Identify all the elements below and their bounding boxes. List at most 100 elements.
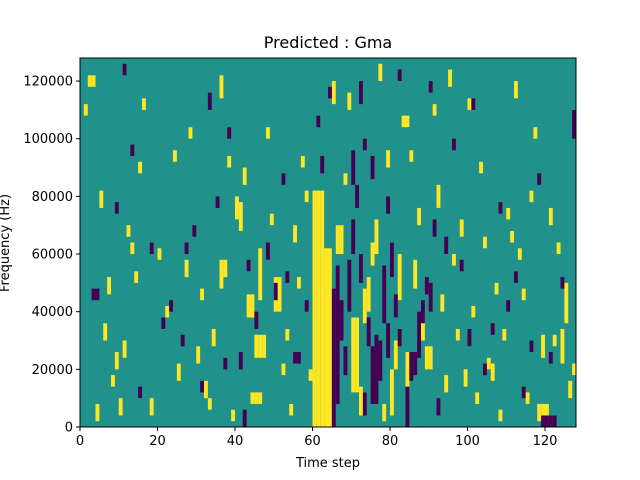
heatmap-cell-high <box>397 254 402 301</box>
heatmap-cell-low <box>459 259 464 272</box>
heatmap-cell-high <box>308 369 313 381</box>
heatmap-cell-low <box>180 334 185 347</box>
x-tick-label: 100 <box>455 434 480 449</box>
heatmap-cell-low <box>560 277 565 289</box>
heatmap-cell-low <box>432 219 437 237</box>
heatmap-cell-high <box>452 254 456 266</box>
heatmap-cell-high <box>455 328 460 341</box>
heatmap-cell-high <box>227 156 232 168</box>
x-tick-label: 80 <box>382 434 399 449</box>
heatmap-cell-high <box>258 248 263 301</box>
heatmap-cell-high <box>200 288 205 301</box>
heatmap-cell-low <box>122 63 127 76</box>
heatmap-cell-high <box>374 219 379 255</box>
heatmap-cell-high <box>165 305 170 318</box>
heatmap-cell-low <box>347 259 352 312</box>
heatmap-cell-high <box>269 213 274 226</box>
heatmap-cell-high <box>390 369 394 416</box>
heatmap-cell-low <box>328 86 332 99</box>
heatmap-cell-high <box>235 196 239 220</box>
heatmap-cell-low <box>537 173 542 185</box>
heatmap-cell-low <box>514 271 518 283</box>
heatmap-cell-high <box>83 104 88 116</box>
y-tick-label: 60000 <box>32 248 73 263</box>
heatmap-cell-high <box>339 225 344 255</box>
heatmap-cell-low <box>498 202 503 214</box>
heatmap-cell-low <box>424 277 429 295</box>
heatmap-cell-low <box>207 92 212 110</box>
heatmap-cell-high <box>552 334 557 347</box>
heatmap-cell-low <box>331 288 336 428</box>
heatmap-cell-high <box>250 294 255 318</box>
x-tick-label: 40 <box>227 434 244 449</box>
heatmap-cell-low <box>359 81 363 105</box>
heatmap-cell-low <box>370 156 375 180</box>
heatmap-cell-low <box>409 352 414 381</box>
heatmap-cell-low <box>374 334 379 404</box>
heatmap-cell-low <box>436 398 441 416</box>
heatmap-cell-high <box>421 311 425 341</box>
heatmap-cell-low <box>421 300 425 324</box>
heatmap-cell-low <box>215 196 220 208</box>
heatmap-cell-low <box>490 323 495 335</box>
heatmap-cell-high <box>405 115 410 128</box>
heatmap-cell-low <box>161 317 166 329</box>
heatmap-cell-high <box>95 403 100 422</box>
heatmap-cell-low <box>386 323 391 358</box>
chart-title: Predicted : Gma <box>264 33 392 52</box>
x-tick-label: 60 <box>304 434 321 449</box>
x-axis: 0 20 40 60 80 100 120 <box>76 427 557 449</box>
heatmap-cell-high <box>424 346 429 370</box>
heatmap-cell-low <box>541 415 546 427</box>
heatmap-cell-high <box>459 219 464 237</box>
heatmap-cell-high <box>219 259 224 289</box>
heatmap-cell-low <box>223 357 228 370</box>
heatmap-cell-high <box>545 403 549 422</box>
heatmap-cell-high <box>204 380 208 399</box>
heatmap-cell-high <box>246 294 251 318</box>
heatmap-cell-low <box>339 300 344 341</box>
heatmap-cell-low <box>281 173 286 185</box>
heatmap-cell-high <box>393 340 398 370</box>
heatmap-cell-high <box>483 236 487 249</box>
heatmap-cell-high <box>196 346 201 364</box>
heatmap-cell-high <box>289 403 294 416</box>
heatmap-cell-low <box>483 363 487 376</box>
heatmap-cell-low <box>444 236 449 255</box>
heatmap-cell-low <box>382 265 387 324</box>
heatmap-cell-high <box>467 98 472 110</box>
heatmap-cell-high <box>266 127 270 139</box>
heatmap-cell-low <box>138 386 143 399</box>
heatmap-cell-low <box>428 282 433 312</box>
heatmap-cell-high <box>444 375 449 393</box>
heatmap-cell-high <box>262 334 267 358</box>
heatmap-cell-high <box>386 150 391 168</box>
heatmap-cell-high <box>87 75 92 87</box>
heatmap-cell-low <box>405 386 410 427</box>
heatmap-cell-low <box>548 352 553 364</box>
heatmap-cell-high <box>99 190 104 208</box>
heatmap-cell-high <box>343 173 348 185</box>
heatmap-cell-low <box>548 415 553 427</box>
heatmap-cell-high <box>312 190 317 427</box>
heatmap-cell-low <box>529 340 534 353</box>
heatmap-cell-high <box>382 403 387 422</box>
heatmap-cell-low <box>285 271 290 283</box>
heatmap-cell-high <box>297 277 301 289</box>
y-axis-label: Frequency (Hz) <box>0 194 13 292</box>
heatmap-cell-low <box>227 127 232 139</box>
heatmap-cell-high <box>541 403 546 422</box>
heatmap-cell-high <box>525 392 530 404</box>
heatmap-cell-low <box>200 380 205 393</box>
heatmap-cell-low <box>359 254 363 283</box>
heatmap-cell-low <box>521 386 526 399</box>
heatmap-cell-high <box>149 398 154 416</box>
heatmap-cell-low <box>370 346 375 404</box>
heatmap-cell-high <box>378 63 383 82</box>
heatmap-cell-low <box>552 415 557 427</box>
heatmap-cell-low <box>393 294 398 318</box>
heatmap-cell-low <box>254 311 259 329</box>
heatmap-cell-low <box>266 242 270 260</box>
heatmap-cell-high <box>103 323 108 341</box>
heatmap-cell-high <box>413 259 418 289</box>
